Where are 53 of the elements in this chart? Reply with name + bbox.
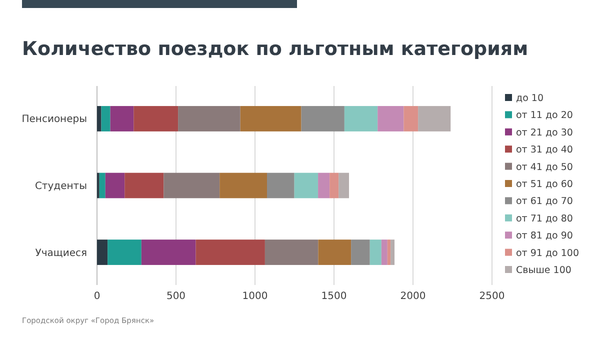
bar xyxy=(378,106,404,132)
bar xyxy=(99,172,106,198)
bar xyxy=(318,240,352,265)
legend-label: от 41 до 50 xyxy=(516,162,573,173)
bar xyxy=(97,240,108,265)
legend-label: от 81 до 90 xyxy=(516,230,573,242)
bar xyxy=(124,172,164,198)
bar xyxy=(220,172,268,198)
bar xyxy=(294,172,318,198)
bar xyxy=(97,106,102,132)
bar xyxy=(105,172,125,198)
y-tick-label: Учащиеся xyxy=(35,248,87,259)
bar xyxy=(110,106,134,132)
chart-title: Количество поездок по льготным категориям xyxy=(22,38,528,60)
bar xyxy=(141,240,196,265)
bar xyxy=(404,106,418,132)
y-tick-label: Студенты xyxy=(34,181,88,192)
bar xyxy=(240,106,302,132)
bar xyxy=(164,172,220,198)
bar xyxy=(178,106,240,132)
x-tick-label: 0 xyxy=(94,291,100,302)
legend-label: от 91 до 100 xyxy=(516,248,580,259)
legend-label: до 10 xyxy=(516,93,544,104)
x-tick-label: 1000 xyxy=(242,291,268,302)
x-tick-label: 2000 xyxy=(400,291,426,302)
legend-label: от 71 до 80 xyxy=(516,213,573,224)
x-tick-label: 2500 xyxy=(479,291,505,302)
legend-label: от 21 до 30 xyxy=(516,127,573,138)
bar xyxy=(134,106,178,132)
bar xyxy=(108,240,142,265)
x-tick-label: 1500 xyxy=(321,291,347,302)
bar xyxy=(381,240,388,265)
bar xyxy=(418,106,451,132)
bar xyxy=(370,240,382,265)
bar xyxy=(301,106,344,132)
bar xyxy=(344,106,378,132)
legend-label: от 51 до 60 xyxy=(516,179,573,190)
bar xyxy=(264,240,318,265)
bar xyxy=(196,240,265,265)
legend-label: от 11 до 20 xyxy=(516,110,573,122)
bar xyxy=(351,240,370,265)
x-tick-label: 500 xyxy=(166,291,186,302)
y-tick-label: Пенсионеры xyxy=(22,114,88,126)
bar xyxy=(330,172,339,198)
legend-label: от 31 до 40 xyxy=(516,144,573,156)
legend-label: Свыше 100 xyxy=(516,265,572,276)
bar xyxy=(387,240,391,265)
legend-label: от 61 до 70 xyxy=(516,196,573,208)
bar xyxy=(318,172,330,198)
bar xyxy=(101,106,110,132)
bar xyxy=(390,240,395,265)
bar xyxy=(267,172,294,198)
bar xyxy=(338,172,350,198)
